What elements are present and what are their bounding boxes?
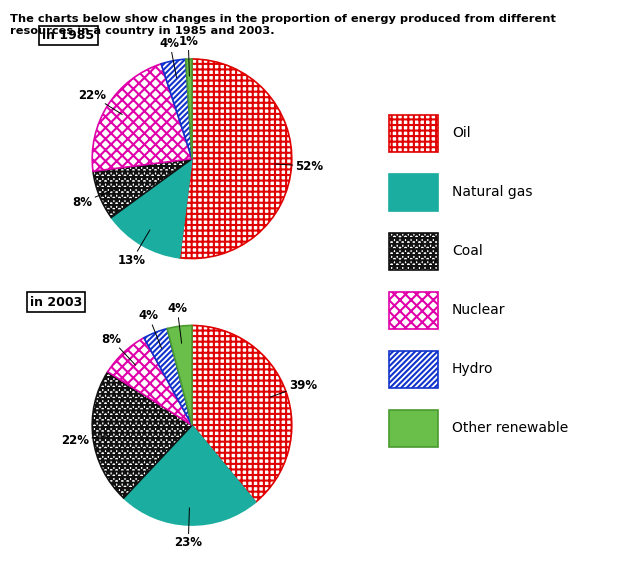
- Wedge shape: [192, 325, 292, 502]
- Text: Natural gas: Natural gas: [452, 185, 532, 199]
- Text: 22%: 22%: [61, 434, 110, 446]
- Wedge shape: [108, 338, 192, 425]
- Text: Other renewable: Other renewable: [452, 421, 568, 435]
- Wedge shape: [92, 372, 192, 498]
- Bar: [389, 174, 438, 210]
- Wedge shape: [111, 159, 192, 258]
- Text: 8%: 8%: [72, 189, 115, 209]
- Wedge shape: [186, 59, 192, 159]
- Text: Hydro: Hydro: [452, 362, 493, 376]
- Wedge shape: [179, 59, 292, 259]
- Text: 1%: 1%: [179, 35, 198, 76]
- Bar: [389, 350, 438, 388]
- Text: Oil: Oil: [452, 126, 471, 140]
- Text: in 2003: in 2003: [30, 295, 82, 308]
- Text: Nuclear: Nuclear: [452, 303, 506, 317]
- Wedge shape: [144, 329, 192, 425]
- Bar: [389, 409, 438, 447]
- Wedge shape: [93, 159, 192, 217]
- Text: 52%: 52%: [275, 160, 324, 173]
- Text: 22%: 22%: [79, 89, 122, 115]
- Wedge shape: [167, 325, 192, 425]
- Text: 4%: 4%: [160, 37, 180, 78]
- Text: 23%: 23%: [174, 508, 202, 549]
- Text: The charts below show changes in the proportion of energy produced from differen: The charts below show changes in the pro…: [10, 14, 556, 36]
- Bar: [389, 233, 438, 270]
- Text: 39%: 39%: [269, 379, 317, 397]
- Wedge shape: [124, 425, 255, 525]
- Text: 13%: 13%: [118, 230, 150, 266]
- Text: 8%: 8%: [101, 333, 136, 365]
- Wedge shape: [92, 64, 192, 171]
- Text: in 1985: in 1985: [42, 29, 95, 42]
- Wedge shape: [161, 59, 192, 159]
- Text: Coal: Coal: [452, 244, 483, 258]
- Text: 4%: 4%: [167, 302, 188, 343]
- Bar: [389, 291, 438, 329]
- Text: 4%: 4%: [139, 309, 161, 349]
- Bar: [389, 115, 438, 152]
